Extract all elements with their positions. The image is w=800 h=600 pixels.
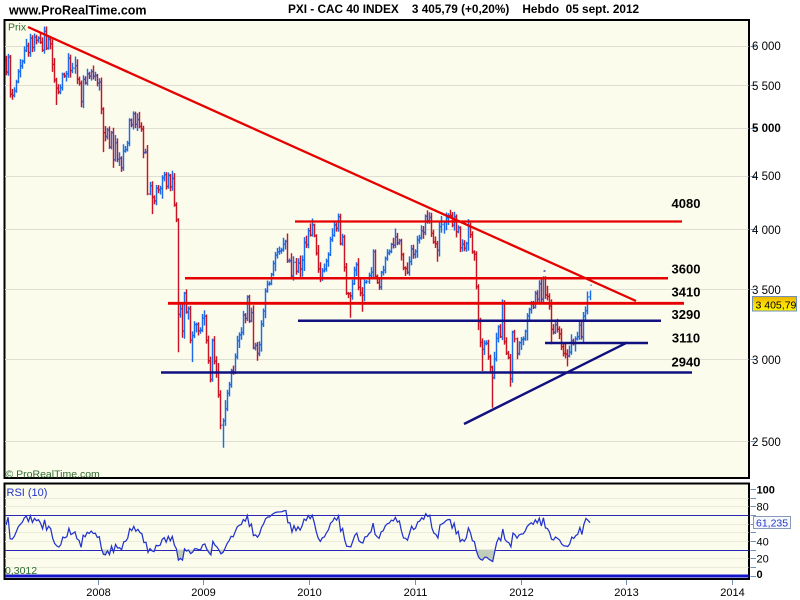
svg-text:4 500: 4 500 — [752, 171, 781, 183]
svg-text:3 000: 3 000 — [752, 355, 781, 367]
svg-text:5 000: 5 000 — [752, 123, 781, 135]
svg-text:2012: 2012 — [509, 587, 533, 599]
svg-text:3410: 3410 — [672, 285, 701, 300]
svg-text:80: 80 — [757, 502, 769, 514]
svg-text:2010: 2010 — [297, 587, 321, 599]
svg-text:3 500: 3 500 — [752, 285, 781, 297]
svg-text:40: 40 — [757, 537, 769, 549]
svg-text:5 500: 5 500 — [752, 81, 781, 93]
svg-text:2013: 2013 — [614, 587, 638, 599]
svg-text:3110: 3110 — [672, 331, 700, 346]
svg-text:0: 0 — [757, 569, 763, 581]
svg-text:2014: 2014 — [720, 587, 744, 599]
svg-text:2 500: 2 500 — [752, 437, 781, 449]
svg-text:61,235: 61,235 — [756, 518, 788, 530]
svg-text:2008: 2008 — [86, 587, 110, 599]
svg-text:© ProRealTime.com: © ProRealTime.com — [6, 469, 101, 481]
svg-text:4 000: 4 000 — [752, 225, 781, 237]
svg-text:2011: 2011 — [404, 587, 428, 599]
svg-text:3 405,79: 3 405,79 — [756, 300, 797, 312]
svg-text:PXI - CAC 40 INDEX 3 405,79: PXI - CAC 40 INDEX 3 405,79 (+0,20%) Heb… — [288, 2, 640, 16]
svg-text:100: 100 — [757, 485, 775, 497]
svg-text:3290: 3290 — [672, 307, 701, 322]
svg-text:www.ProRealTime.com: www.ProRealTime.com — [8, 4, 147, 18]
svg-text:6 000: 6 000 — [752, 41, 781, 53]
svg-text:4080: 4080 — [672, 196, 701, 211]
svg-text:2009: 2009 — [191, 587, 215, 599]
svg-text:RSI (10): RSI (10) — [7, 487, 48, 499]
svg-text:20: 20 — [757, 554, 769, 566]
svg-text:2940: 2940 — [672, 355, 701, 370]
svg-text:0,3012: 0,3012 — [5, 565, 37, 577]
svg-text:Prix: Prix — [8, 22, 27, 34]
svg-text:3600: 3600 — [672, 262, 701, 277]
